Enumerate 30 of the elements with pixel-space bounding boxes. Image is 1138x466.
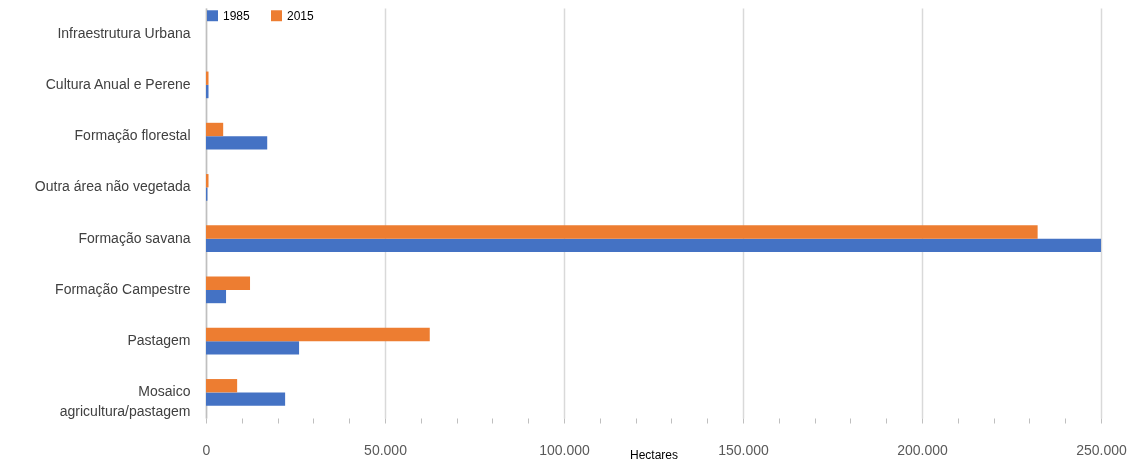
y-tick-label: Formação Campestre [55, 280, 191, 297]
bar [206, 379, 238, 393]
bar [206, 225, 1038, 239]
y-tick-label: Formação savana [78, 229, 191, 246]
bar [206, 238, 1101, 252]
y-tick-label: Mosaico agricultura/pastagem [59, 383, 191, 420]
bar [206, 122, 224, 137]
x-tick-label: 200.000 [897, 441, 949, 458]
bar [206, 289, 227, 304]
legend-label: 2015 [287, 8, 315, 23]
x-tick-label: 100.000 [539, 441, 591, 458]
legend-label: 1985 [223, 8, 251, 23]
y-tick-label: Outra área não vegetada [34, 178, 191, 195]
y-tick-label: Pastagem [127, 332, 191, 349]
y-tick-label: Cultura Anual e Perene [45, 75, 191, 92]
y-tick-label: Infraestrutura Urbana [57, 24, 191, 41]
bar [206, 392, 286, 406]
x-tick-label: 250.000 [1076, 441, 1128, 458]
y-tick-label: Formação florestal [74, 127, 191, 144]
bar [206, 71, 209, 85]
bar [206, 136, 268, 150]
bar [206, 174, 209, 188]
bar [206, 327, 430, 342]
bar [206, 341, 300, 355]
x-tick-label: 150.000 [718, 441, 770, 458]
bar [206, 84, 209, 99]
x-tick-label: 0 [202, 441, 211, 458]
x-tick-label: 50.000 [364, 441, 408, 458]
x-axis-title: Hectares [629, 447, 679, 462]
bar [206, 276, 251, 290]
